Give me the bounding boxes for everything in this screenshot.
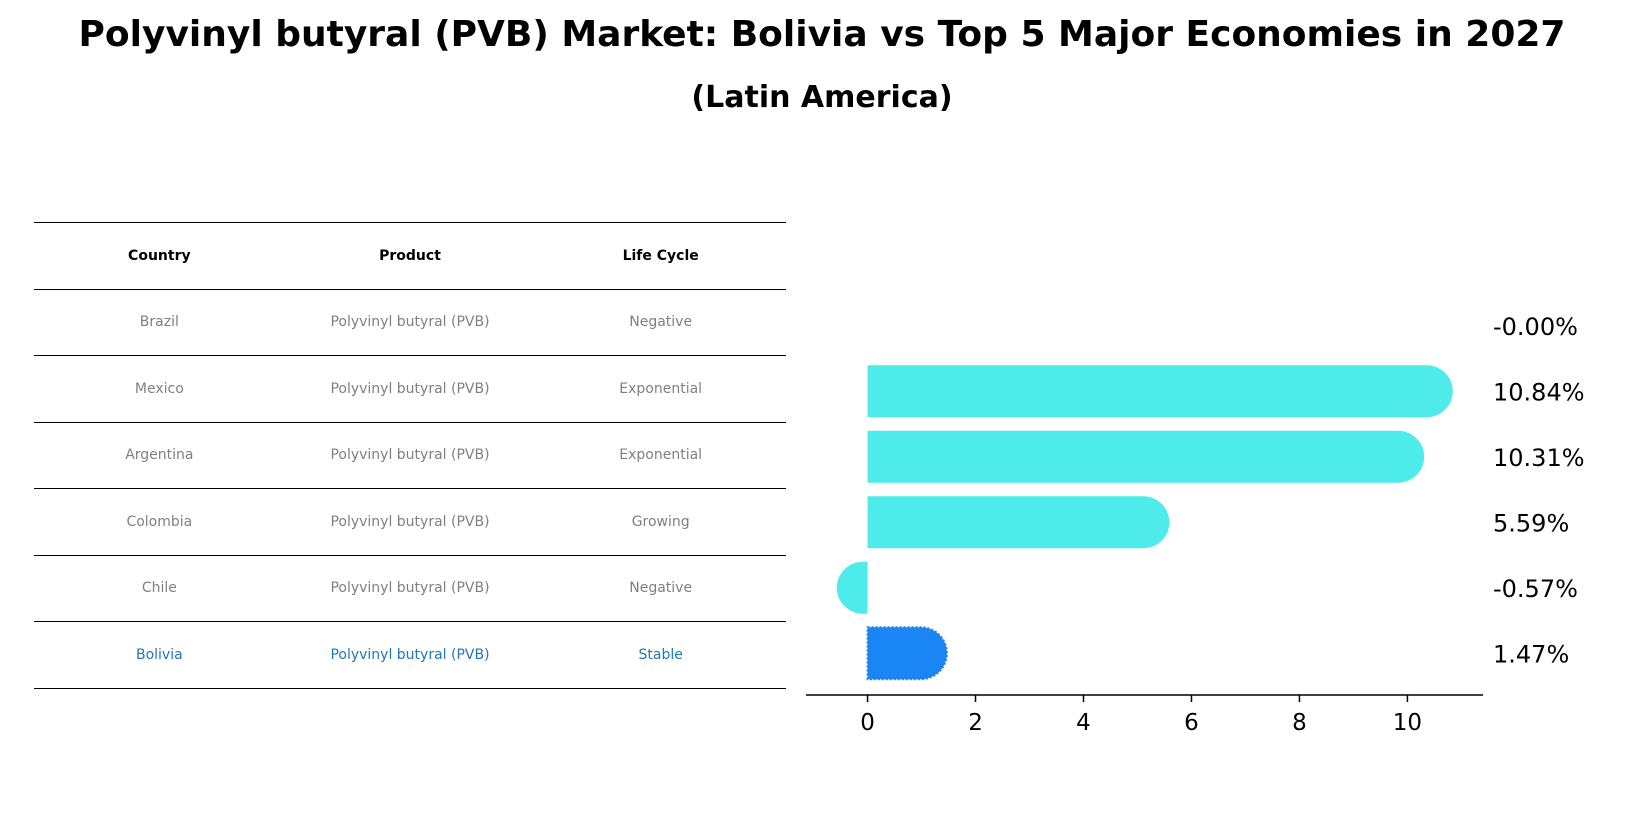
cell-life-cycle: Stable xyxy=(638,646,683,663)
cell-life-cycle: Negative xyxy=(629,314,693,331)
chart-subtitle: (Latin America) xyxy=(691,80,953,115)
table-rule xyxy=(34,621,786,622)
header-product: Product xyxy=(379,247,441,264)
cell-life-cycle: Negative xyxy=(629,580,693,597)
table-rule xyxy=(34,488,786,489)
cell-country: Argentina xyxy=(125,447,194,464)
x-tick-label: 4 xyxy=(1076,710,1091,736)
table-row-brazil: Brazil Polyvinyl butyral (PVB) Negative xyxy=(34,290,786,356)
table-rule xyxy=(34,554,786,556)
x-tick-label: 10 xyxy=(1393,710,1422,736)
cell-country: Brazil xyxy=(139,314,179,331)
cell-life-cycle: Exponential xyxy=(619,380,703,397)
table-rule xyxy=(34,421,786,423)
x-tick-label: 2 xyxy=(968,710,983,736)
bar-bolivia xyxy=(866,626,948,681)
table-row-argentina: Argentina Polyvinyl butyral (PVB) Expone… xyxy=(34,423,786,489)
data-table: Country Product Life Cycle Brazil Polyvi… xyxy=(34,222,786,689)
cell-product: Polyvinyl butyral (PVB) xyxy=(330,580,490,597)
cell-product: Polyvinyl butyral (PVB) xyxy=(330,380,490,397)
x-tick-label: 6 xyxy=(1184,710,1199,736)
bar-chile xyxy=(836,561,868,614)
bar-mexico xyxy=(867,365,1453,418)
value-label-bolivia: 1.47% xyxy=(1493,640,1569,668)
table-rule-top xyxy=(34,222,786,223)
cell-country: Bolivia xyxy=(135,646,183,663)
table-rule-bottom xyxy=(34,687,786,689)
x-tick-label: 0 xyxy=(860,710,875,736)
table-row-mexico: Mexico Polyvinyl butyral (PVB) Exponenti… xyxy=(34,356,786,422)
cell-product: Polyvinyl butyral (PVB) xyxy=(330,513,490,530)
cell-product: Polyvinyl butyral (PVB) xyxy=(330,646,490,663)
cell-country: Colombia xyxy=(126,513,193,530)
table-row-bolivia: Bolivia Polyvinyl butyral (PVB) Stable xyxy=(34,622,786,688)
value-label-argentina: 10.31% xyxy=(1493,444,1585,472)
header-country: Country xyxy=(128,247,191,264)
table-row-colombia: Colombia Polyvinyl butyral (PVB) Growing xyxy=(34,489,786,555)
value-label-chile: -0.57% xyxy=(1493,575,1578,603)
chart-title: Polyvinyl butyral (PVB) Market: Bolivia … xyxy=(78,14,1566,55)
bar-colombia xyxy=(867,496,1170,549)
table-rule xyxy=(34,355,786,356)
cell-product: Polyvinyl butyral (PVB) xyxy=(330,314,490,331)
cell-life-cycle: Growing xyxy=(631,513,690,530)
header-life-cycle: Life Cycle xyxy=(622,247,699,264)
table-header-row: Country Product Life Cycle xyxy=(34,223,786,289)
table-row-chile: Chile Polyvinyl butyral (PVB) Negative xyxy=(34,556,786,622)
value-label-brazil: -0.00% xyxy=(1493,313,1578,341)
table-rule xyxy=(34,288,786,290)
value-label-colombia: 5.59% xyxy=(1493,509,1569,537)
x-tick-label: 8 xyxy=(1292,710,1307,736)
bar-argentina xyxy=(867,430,1425,483)
cell-product: Polyvinyl butyral (PVB) xyxy=(330,447,490,464)
cell-life-cycle: Exponential xyxy=(619,447,703,464)
cell-country: Mexico xyxy=(134,380,184,397)
cell-country: Chile xyxy=(141,580,177,597)
value-label-mexico: 10.84% xyxy=(1493,378,1585,406)
